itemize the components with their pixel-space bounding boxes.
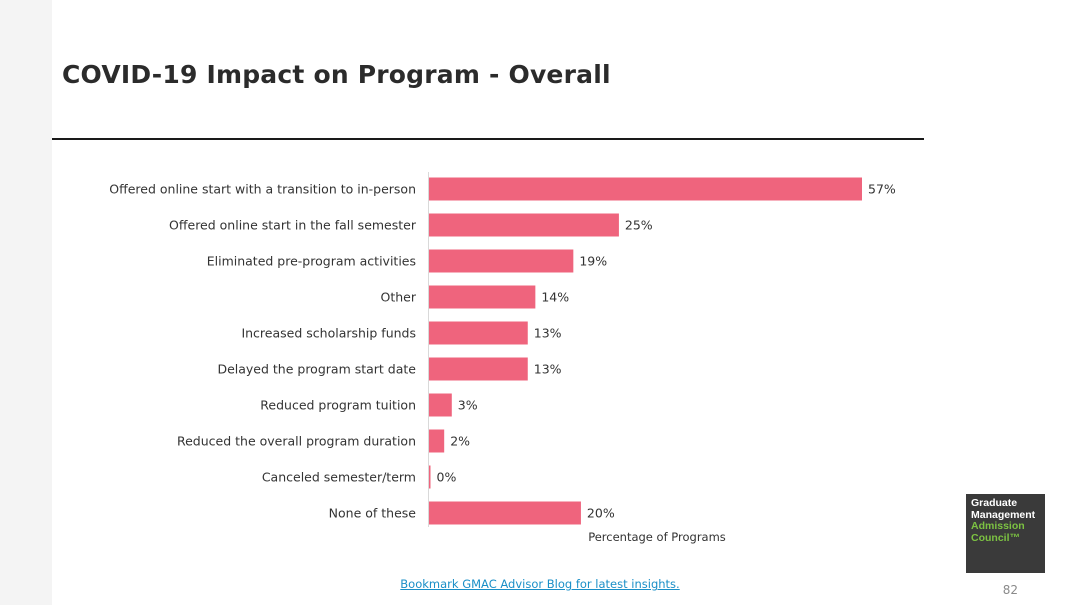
category-label: Eliminated pre-program activities [207,254,416,269]
x-axis-label: Percentage of Programs [588,530,726,544]
value-label: 13% [534,326,562,341]
page-number: 82 [1002,583,1018,597]
logo-line-management: Management [971,508,1036,521]
title-divider [52,138,924,140]
value-label: 25% [625,218,653,233]
value-label: 0% [437,470,457,485]
bar [429,429,445,453]
bar [429,465,431,489]
page-title: COVID-19 Impact on Program - Overall [62,60,611,89]
value-label: 14% [541,290,569,305]
bar [429,393,452,417]
logo-line-council: Council™ [971,531,1020,544]
logo-line-graduate: Graduate [971,497,1018,509]
bar-chart: Offered online start with a transition t… [109,172,896,544]
category-label: Increased scholarship funds [241,326,416,341]
bar [429,249,574,273]
footer-blog-link[interactable]: Bookmark GMAC Advisor Blog for latest in… [400,577,680,591]
category-label: Delayed the program start date [217,362,416,377]
gmac-logo: Graduate Management Admission Council™ [966,494,1045,573]
value-label: 19% [579,254,607,269]
value-label: 13% [534,362,562,377]
category-label: Offered online start with a transition t… [109,182,416,197]
category-label: Canceled semester/term [262,470,416,485]
bar [429,285,536,309]
category-label: Offered online start in the fall semeste… [169,218,417,233]
value-label: 3% [458,398,478,413]
category-label: Reduced the overall program duration [177,434,416,449]
bar [429,357,528,381]
bar [429,321,528,345]
bar [429,501,581,525]
left-margin-shade [0,0,52,605]
value-label: 20% [587,506,615,521]
value-label: 2% [450,434,470,449]
bar [429,177,862,201]
category-label: Reduced program tuition [260,398,416,413]
category-label: None of these [329,506,417,521]
logo-line-admission: Admission [971,520,1025,532]
value-label: 57% [868,182,896,197]
bar [429,213,619,237]
category-label: Other [381,290,417,305]
bars-group: Offered online start with a transition t… [109,177,896,525]
